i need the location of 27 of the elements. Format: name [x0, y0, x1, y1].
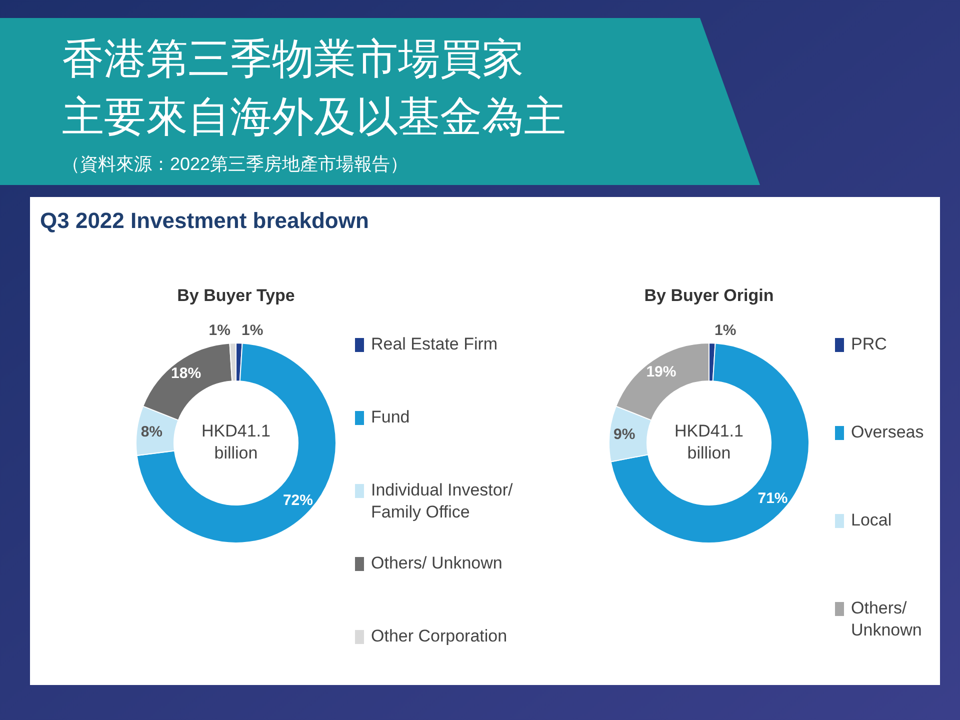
donut-slice — [136, 342, 336, 544]
text: 香港第三季物業市場買家主要來自海外及以基金為主 — [62, 35, 566, 140]
legend-label: Local — [851, 510, 892, 530]
data-label: 18% — [171, 365, 202, 382]
text: （資料來源：2022第三季房地產市場報告） — [62, 154, 408, 174]
data-label: 1% — [242, 322, 264, 340]
data-label: 72% — [282, 492, 313, 510]
data-label: 19% — [646, 364, 676, 381]
chart-title: By Buyer Origin — [644, 286, 774, 305]
legend-label: Individual Investor/ Family Office — [371, 480, 514, 522]
legend-label: Others/ Unknown — [371, 553, 502, 572]
data-label: 71% — [758, 490, 788, 508]
legend-label: Other Corporation — [371, 626, 508, 646]
legend-label: Others/ Unknown — [851, 598, 922, 640]
chart-title: By Buyer Type — [177, 286, 295, 305]
text: HKD41.1 billion — [202, 421, 270, 462]
legend-label: PRC — [851, 334, 887, 354]
legend-label: Fund — [371, 407, 410, 426]
data-label: 8% — [140, 423, 163, 440]
data-label: 1% — [714, 322, 736, 340]
data-label: 9% — [614, 426, 636, 443]
legend-label: Real Estate Firm — [371, 334, 498, 354]
legend-label: Overseas — [851, 422, 924, 442]
text: Q3 2022 Investment breakdown — [40, 208, 369, 233]
data-label: 1% — [208, 322, 230, 340]
donut-slice — [610, 342, 810, 544]
text: HKD41.1 billion — [674, 421, 744, 462]
